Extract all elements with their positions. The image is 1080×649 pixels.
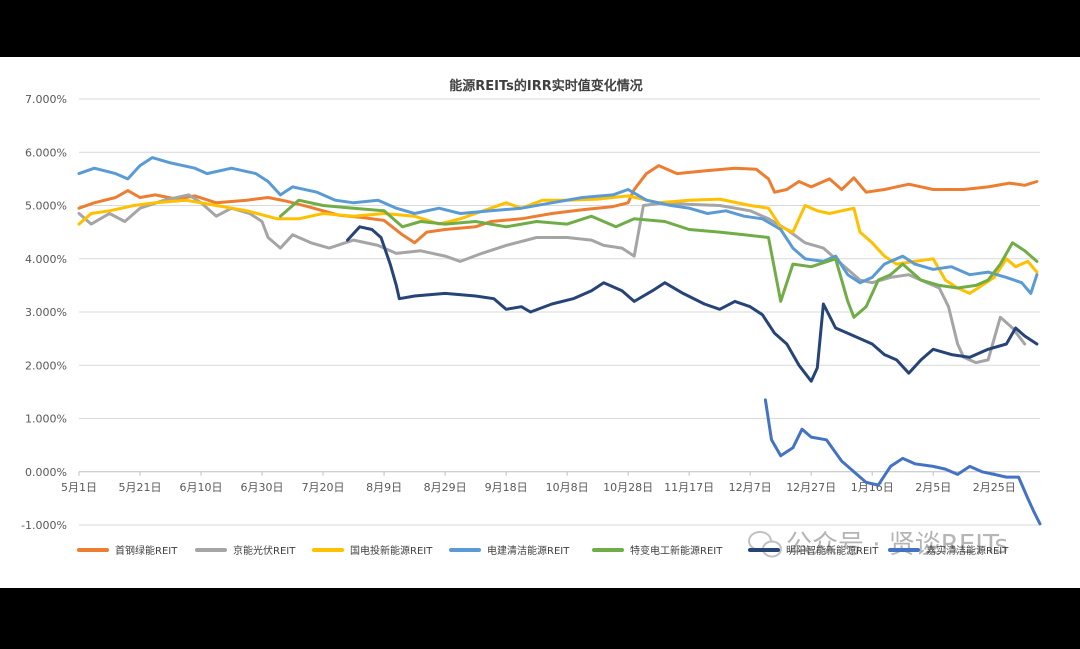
- chart-frame: 能源REITs的IRR实时值变化情况 7.000% 6.000% 5.000% 4.0…: [0, 57, 1080, 588]
- grid-lines: [79, 98, 1040, 526]
- x-tick-label: 8月29日: [424, 481, 467, 494]
- wechat-icon: [748, 531, 782, 558]
- legend-label: 明阳智能新能源REIT: [786, 544, 879, 557]
- x-tick-label: 1月16日: [851, 481, 894, 494]
- y-tick-label: 5.000%: [25, 200, 67, 213]
- x-tick-label: 10月8日: [546, 481, 589, 494]
- y-tick-label: 2.000%: [25, 359, 67, 372]
- series-line-5: [278, 198, 1039, 319]
- series-line-7: [763, 398, 1042, 526]
- y-tick-label: 1.000%: [25, 413, 67, 426]
- legend-label: 电建清洁能源REIT: [487, 544, 570, 557]
- series-line-1: [77, 164, 1039, 245]
- series-line-6: [346, 225, 1039, 383]
- x-tick-label: 5月21日: [119, 481, 162, 494]
- y-tick-label: 4.000%: [25, 253, 67, 266]
- y-axis: 7.000% 6.000% 5.000% 4.000% 3.000% 2.000% 1.00…: [21, 93, 67, 532]
- chart-title: 能源REITs的IRR实时值变化情况: [449, 78, 642, 94]
- series-lines: [77, 156, 1042, 526]
- y-tick-label: 7.000%: [25, 93, 67, 106]
- y-tick-label: 0.000%: [25, 466, 67, 479]
- legend-label: 特变电工新能源REIT: [630, 544, 723, 557]
- x-tick-label: 7月20日: [302, 481, 345, 494]
- x-tick-label: 9月18日: [485, 481, 528, 494]
- x-axis: 5月1日 5月21日 6月10日 6月30日 7月20日 8月9日 8月29日 9月18日 10…: [61, 471, 1016, 494]
- x-tick-label: 10月28日: [603, 481, 653, 494]
- watermark-text: 公众号 · 贤谈REITs: [786, 530, 1008, 560]
- x-tick-label: 2月25日: [973, 481, 1016, 494]
- legend-label: 嘉实清洁能源REIT: [926, 544, 1009, 557]
- x-tick-label: 12月7日: [729, 481, 772, 494]
- x-tick-label: 8月9日: [366, 481, 402, 494]
- irr-line-chart: 能源REITs的IRR实时值变化情况 7.000% 6.000% 5.000% 4.0…: [21, 78, 1042, 560]
- x-tick-label: 5月1日: [61, 481, 97, 494]
- x-tick-label: 6月10日: [180, 481, 223, 494]
- legend-label: 国电投新能源REIT: [350, 544, 433, 557]
- x-tick-label: 12月27日: [786, 481, 836, 494]
- y-tick-label: -1.000%: [21, 519, 67, 532]
- watermark: 公众号 · 贤谈REITs: [748, 530, 1008, 560]
- y-tick-label: 3.000%: [25, 306, 67, 319]
- y-tick-label: 6.000%: [25, 146, 67, 159]
- x-tick-label: 11月17日: [664, 481, 714, 494]
- series-line-3: [77, 194, 1039, 295]
- legend-label: 京能光伏REIT: [233, 544, 296, 557]
- legend: 首钢绿能REIT 京能光伏REIT 国电投新能源REIT 电建清洁能源REIT 特变电工…: [77, 544, 1009, 557]
- legend-label: 首钢绿能REIT: [115, 544, 178, 557]
- series-line-4: [77, 156, 1039, 295]
- x-tick-label: 2月5日: [915, 481, 951, 494]
- x-tick-label: 6月30日: [241, 481, 284, 494]
